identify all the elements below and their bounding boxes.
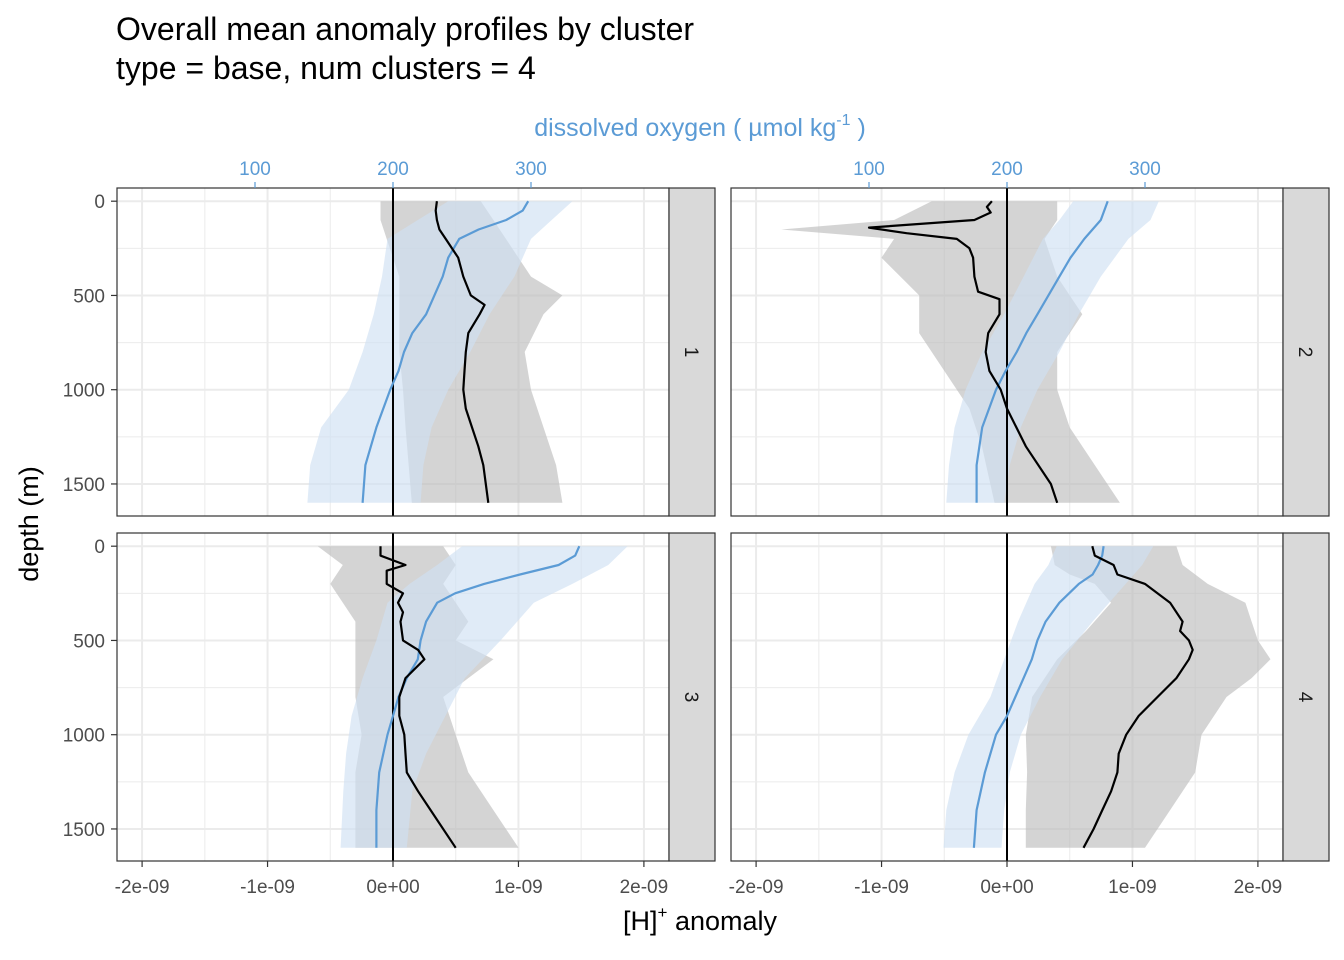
panel-cluster-1: 1 0 500 1000 1500 100 200 300 [63, 159, 716, 517]
x-tick-label: -2e-09 [115, 877, 170, 898]
facet-strip [1282, 532, 1330, 862]
facet-strip [668, 532, 716, 862]
h-anomaly-mean-line [379, 546, 457, 849]
y-tick-label: 1500 [63, 820, 105, 841]
x-tick-label: 1e-09 [1108, 877, 1157, 898]
top-axis-tick-label: 100 [853, 159, 885, 180]
top-axis-label-end: ) [851, 114, 866, 142]
panel-cluster-2: 2 100 200 300 [730, 159, 1330, 517]
top-axis-tick-label: 300 [515, 159, 547, 180]
facet-strip [1282, 187, 1330, 517]
top-axis-tick-label: 100 [239, 159, 271, 180]
y-tick-label: 500 [73, 286, 105, 307]
y-tick-label: 1500 [63, 475, 105, 496]
chart-title-line2: type = base, num clusters = 4 [116, 50, 536, 86]
facet-strip-label: 2 [1294, 347, 1315, 358]
x-tick-label: 1e-09 [494, 877, 543, 898]
facet-strip-label: 1 [680, 347, 701, 358]
oxygen-ribbon [946, 201, 1159, 503]
y-axis-label: depth (m) [14, 466, 44, 582]
oxygen-ribbon [943, 546, 1154, 848]
y-tick-label: 0 [94, 192, 105, 213]
top-axis-label-main: dissolved oxygen ( µmol kg [534, 114, 836, 142]
top-axis-tick-label: 200 [377, 159, 409, 180]
facet-strip [668, 187, 716, 517]
x-tick-label: -1e-09 [240, 877, 295, 898]
top-axis-label-sup: -1 [836, 112, 850, 129]
x-tick-label: 0e+00 [980, 877, 1033, 898]
oxygen-mean-line [361, 200, 530, 503]
x-tick-label: -2e-09 [729, 877, 784, 898]
y-tick-label: 1000 [63, 726, 105, 747]
h-anomaly-mean-line [867, 200, 1059, 504]
x-tick-label: 2e-09 [1234, 877, 1283, 898]
panel-cluster-4: 4 -2e-09 -1e-09 0e+00 1e-09 2e-09 [729, 532, 1330, 898]
x-axis-label-end: anomaly [667, 906, 777, 936]
x-tick-label: 0e+00 [366, 877, 419, 898]
oxygen-ribbon [340, 546, 628, 848]
h-anomaly-mean-line [434, 201, 490, 503]
top-axis-tick-label: 300 [1129, 159, 1161, 180]
oxygen-mean-line [972, 546, 1105, 848]
x-tick-label: 2e-09 [620, 877, 669, 898]
x-tick-label: -1e-09 [854, 877, 909, 898]
panel-cluster-3: 3 0 500 1000 1500 -2e-09 -1e-09 0e+00 1e-09 2e-09 [63, 532, 716, 898]
h-anomaly-mean-line [1082, 545, 1194, 849]
h-anomaly-ribbon [1025, 546, 1271, 848]
x-axis-label: [H]+ anomaly [623, 903, 778, 936]
y-tick-label: 0 [94, 537, 105, 558]
oxygen-mean-line [975, 200, 1109, 503]
top-axis-tick-label: 200 [991, 159, 1023, 180]
y-tick-label: 500 [73, 631, 105, 652]
x-axis-label-sup: + [658, 903, 668, 922]
chart-title-line1: Overall mean anomaly profiles by cluster [116, 11, 694, 47]
oxygen-mean-line [375, 545, 581, 848]
y-tick-label: 1000 [63, 381, 105, 402]
facet-panels: 1 0 500 1000 1500 100 200 300 2 100 200 300 3 0 500 100… [63, 159, 1330, 898]
facet-strip-label: 3 [680, 692, 701, 703]
x-axis-label-main: [H] [623, 906, 658, 936]
facet-strip-label: 4 [1294, 692, 1315, 703]
oxygen-ribbon [307, 201, 573, 503]
top-axis-label: dissolved oxygen ( µmol kg-1 ) [534, 112, 866, 142]
